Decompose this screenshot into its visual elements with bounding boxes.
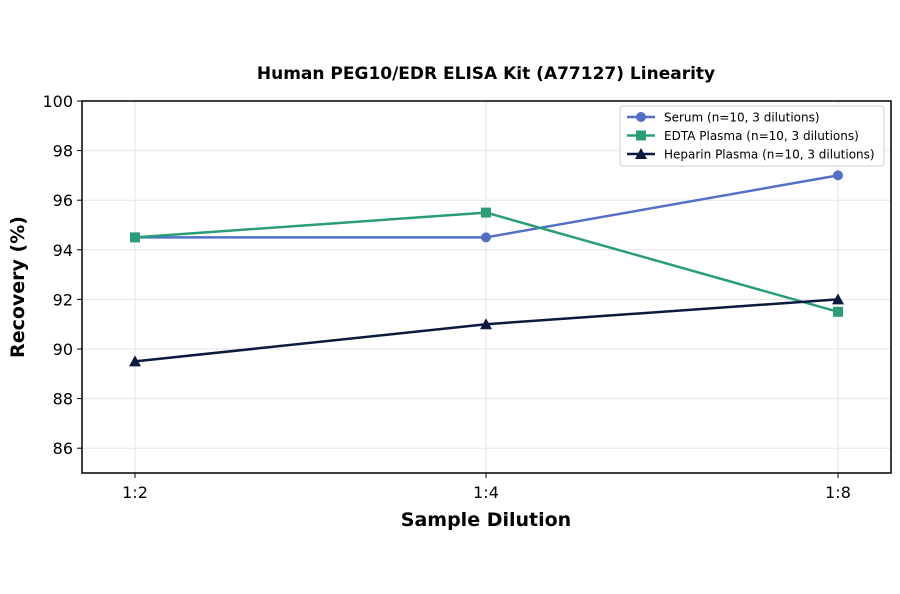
legend-marker	[636, 130, 646, 141]
y-tick-label: 94	[53, 241, 73, 260]
legend-marker	[636, 112, 646, 122]
data-point	[833, 170, 843, 181]
legend-marker	[635, 148, 647, 159]
legend-items: Serum (n=10, 3 dilutions) EDTA Plasma (n=…	[627, 111, 875, 162]
chart-title: Human PEG10/EDR ELISA Kit (A77127) Linea…	[257, 64, 715, 84]
legend-item: Heparin Plasma (n=10, 3 dilutions)	[627, 148, 875, 162]
series-3	[129, 293, 844, 367]
x-tick-label: 1:2	[122, 483, 148, 502]
data-point	[480, 318, 492, 330]
x-ticks: 1:2 1:4 1:8	[122, 473, 851, 502]
data-point	[129, 355, 141, 367]
legend-box	[619, 105, 885, 167]
legend-label: Serum (n=10, 3 dilutions)	[664, 111, 820, 125]
y-tick-label: 86	[53, 439, 73, 458]
legend-label: EDTA Plasma (n=10, 3 dilutions)	[664, 129, 859, 143]
series-layer	[129, 170, 844, 367]
series-2	[130, 207, 843, 317]
y-tick-label: 96	[53, 191, 73, 210]
y-tick-label: 100	[42, 92, 73, 111]
x-tick-label: 1:8	[825, 483, 851, 502]
data-point	[130, 232, 140, 243]
y-tick-label: 98	[53, 142, 73, 161]
x-axis-label: Sample Dilution	[401, 509, 571, 531]
data-point	[833, 306, 843, 317]
legend-label: Heparin Plasma (n=10, 3 dilutions)	[664, 148, 875, 162]
y-ticks: 86 88 90 92 94 96 98 100	[42, 92, 82, 458]
data-point	[832, 293, 844, 305]
data-point	[481, 207, 491, 218]
y-tick-label: 90	[53, 340, 73, 359]
y-axis-label: Recovery (%)	[7, 216, 29, 358]
x-tick-label: 1:4	[473, 483, 499, 502]
legend-item: EDTA Plasma (n=10, 3 dilutions)	[627, 129, 859, 143]
data-point	[481, 232, 491, 243]
y-tick-label: 88	[53, 390, 73, 409]
legend: Serum (n=10, 3 dilutions) EDTA Plasma (n=…	[619, 105, 885, 167]
y-tick-label: 92	[53, 290, 73, 309]
legend-item: Serum (n=10, 3 dilutions)	[627, 111, 820, 125]
